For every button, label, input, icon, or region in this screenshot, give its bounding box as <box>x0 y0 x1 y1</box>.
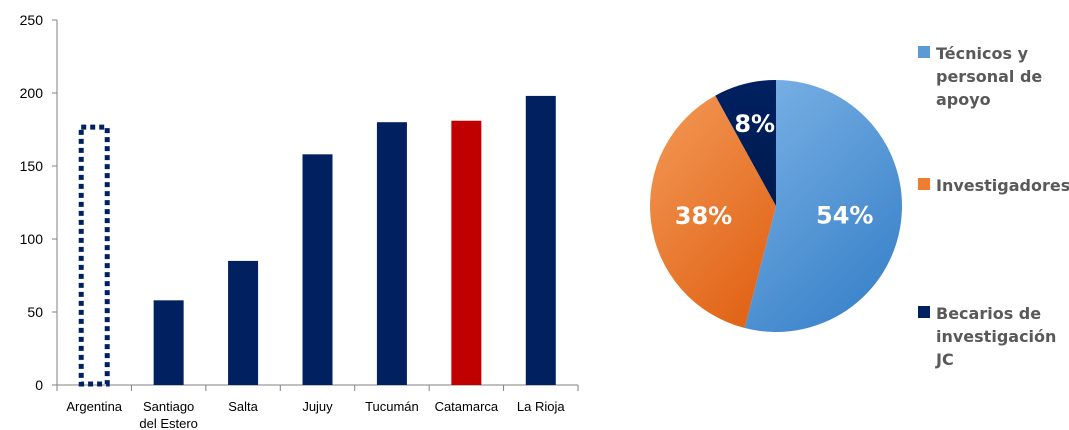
bar-tucumán <box>376 122 407 385</box>
y-tick-label: 200 <box>20 85 44 101</box>
x-tick-label: Salta <box>228 399 258 414</box>
bars <box>78 95 556 387</box>
y-tick-label: 50 <box>27 304 43 320</box>
pie-data-label: 54% <box>816 202 873 230</box>
legend-swatch-investigadores <box>918 178 930 190</box>
legend-label-investigadores: Investigadores <box>936 176 1069 195</box>
pie-slice-1 <box>744 80 902 332</box>
x-tick-label: Tucumán <box>365 399 419 414</box>
pie-data-label: 38% <box>675 202 732 230</box>
legend-label-tecnicos: Técnicos y personal de apoyo <box>936 44 1043 109</box>
legend-item-tecnicos: Técnicos y personal de apoyo <box>918 42 1064 111</box>
pie-labels: 54% 38% 8% <box>675 110 874 230</box>
legend-swatch-becarios <box>918 306 930 318</box>
bar-jujuy <box>302 154 333 385</box>
legend-swatch-tecnicos <box>918 46 930 58</box>
y-tick-label: 0 <box>35 377 43 393</box>
x-tick-label: Santiago del Estero <box>139 399 198 430</box>
bar-la-rioja <box>525 95 556 386</box>
pie-slice-2 <box>650 95 776 329</box>
category-labels: Argentina Santiago del Estero Salta Jujuy Tuc… <box>66 399 565 430</box>
legend-item-becarios: Becarios de investigación JC <box>918 302 1064 371</box>
x-tick-label: Argentina <box>66 399 122 414</box>
pie-slices <box>650 80 902 332</box>
x-tick-label: La Rioja <box>517 399 565 414</box>
pie-slice-3 <box>715 80 776 206</box>
x-axis <box>56 384 579 391</box>
x-tick-label: Jujuy <box>302 399 333 414</box>
y-tick-label: 150 <box>20 158 44 174</box>
pie-chart: 54% 38% 8% <box>650 80 902 332</box>
x-tick-label: Catamarca <box>435 399 499 414</box>
bar-chart: 0 50 100 150 200 250 Argentina Santiago del Est… <box>20 12 579 430</box>
y-tick-label: 250 <box>20 12 44 28</box>
y-axis: 0 50 100 150 200 250 <box>20 12 58 393</box>
legend-label-becarios: Becarios de investigación JC <box>936 304 1057 369</box>
bar-salta <box>228 260 259 385</box>
pie-data-label: 8% <box>734 110 775 138</box>
bar-santiago-del-estero <box>153 300 184 385</box>
legend-item-investigadores: Investigadores <box>918 174 1069 197</box>
bar-catamarca <box>451 120 482 386</box>
y-tick-label: 100 <box>20 231 44 247</box>
bar-argentina <box>78 124 110 387</box>
